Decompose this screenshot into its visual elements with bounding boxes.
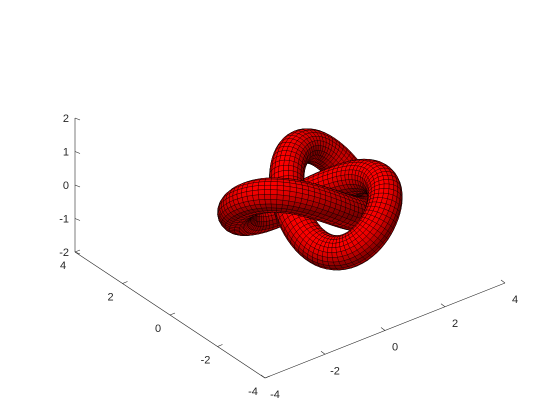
surface-face xyxy=(258,199,266,205)
x-tick-label: 0 xyxy=(392,342,398,354)
z-tick-label: -1 xyxy=(59,214,69,226)
surface-face xyxy=(379,183,385,190)
surface-face xyxy=(340,170,346,176)
z-tick-mark xyxy=(74,251,81,255)
x-tick-mark xyxy=(440,303,446,307)
surface-face xyxy=(246,195,254,202)
surface-face xyxy=(258,181,265,186)
x-tick-mark xyxy=(500,279,506,284)
surface-face xyxy=(276,189,284,196)
surface-face xyxy=(270,181,278,186)
y-tick-mark xyxy=(217,344,223,347)
x-tick-label: -4 xyxy=(270,389,280,401)
surface-face xyxy=(259,216,262,222)
surface-face xyxy=(270,203,277,209)
y-tick-mark xyxy=(264,375,271,379)
x-tick-mark xyxy=(260,374,266,379)
surface-face xyxy=(264,194,271,200)
surface-face xyxy=(258,194,266,200)
surface-face xyxy=(270,185,278,191)
surface-face xyxy=(257,216,260,222)
surface-face xyxy=(261,216,265,222)
surface-face xyxy=(283,190,291,197)
x-tick-mark xyxy=(320,351,326,355)
surface-face xyxy=(322,251,328,258)
y-tick-label: 0 xyxy=(155,323,161,335)
y-tick-label: -4 xyxy=(248,386,258,398)
surface-face xyxy=(331,242,337,248)
surface-face xyxy=(263,216,267,222)
surface-face xyxy=(282,195,290,202)
z-tick-mark xyxy=(74,151,81,154)
x-axis-ticks: -4 -2 0 2 4 xyxy=(260,279,518,401)
surface-face xyxy=(317,145,321,151)
surface-face xyxy=(383,183,390,189)
y-tick-label: 2 xyxy=(107,292,113,304)
surface-face xyxy=(351,174,356,181)
surface-face xyxy=(257,189,265,195)
z-tick-label: -2 xyxy=(59,247,69,259)
surface-face xyxy=(270,178,278,182)
y-tick-label: 4 xyxy=(60,260,66,272)
surface-face xyxy=(348,174,353,180)
surface-face xyxy=(270,199,277,205)
surface-face xyxy=(340,174,346,181)
x-tick-label: 4 xyxy=(512,294,518,306)
z-tick-label: 0 xyxy=(63,180,69,192)
surface-face xyxy=(327,252,333,258)
surface-face xyxy=(283,165,289,171)
surface-face xyxy=(264,189,271,195)
surface-face xyxy=(284,155,291,161)
surface-face xyxy=(288,165,294,172)
surface-face xyxy=(383,188,390,194)
surface-face xyxy=(378,188,385,194)
z-tick-mark xyxy=(74,117,81,121)
surface-face xyxy=(331,247,337,253)
x-tick-mark xyxy=(380,327,386,331)
z-tick-mark xyxy=(74,218,81,221)
surface-face xyxy=(252,189,259,196)
surface-face xyxy=(289,190,297,198)
surface-face xyxy=(283,159,290,166)
y-tick-mark xyxy=(74,249,81,253)
z-tick-label: 2 xyxy=(63,113,69,125)
surface-face xyxy=(270,189,278,195)
surface-face xyxy=(295,192,303,199)
surface-face xyxy=(257,185,265,191)
surface-face xyxy=(383,179,390,185)
surface-face xyxy=(276,185,284,191)
y-tick-mark xyxy=(122,281,128,284)
knot-surface xyxy=(217,128,403,271)
surface-face xyxy=(283,170,289,177)
surface-face xyxy=(264,181,272,186)
surface-face xyxy=(252,194,260,201)
z-tick-mark xyxy=(74,184,81,188)
z-axis-ticks: -2 -1 0 1 2 xyxy=(59,113,81,259)
surface-face xyxy=(366,231,375,240)
y-tick-label: -2 xyxy=(201,355,211,367)
surface-face xyxy=(288,170,294,177)
surface-face xyxy=(344,174,350,181)
surface-face xyxy=(264,178,272,182)
surface-face xyxy=(265,203,272,208)
surface-face xyxy=(264,199,272,205)
surface-face xyxy=(271,207,277,211)
surface-face xyxy=(277,181,284,187)
surface-face xyxy=(276,204,283,209)
x-tick-label: 2 xyxy=(452,318,458,330)
surface-face xyxy=(264,185,271,190)
surface-face xyxy=(315,145,319,151)
surface-face xyxy=(266,207,273,211)
surface-face xyxy=(354,174,359,181)
surface-face xyxy=(276,199,284,205)
surface-face xyxy=(276,194,284,201)
surface-face xyxy=(327,247,333,253)
y-axis-ticks: -4 -2 0 2 4 xyxy=(60,249,271,398)
x-tick-label: -2 xyxy=(330,365,340,377)
surface-face xyxy=(270,194,278,200)
surface-face xyxy=(266,220,270,226)
z-tick-label: 1 xyxy=(63,147,69,159)
y-tick-mark xyxy=(169,312,176,316)
